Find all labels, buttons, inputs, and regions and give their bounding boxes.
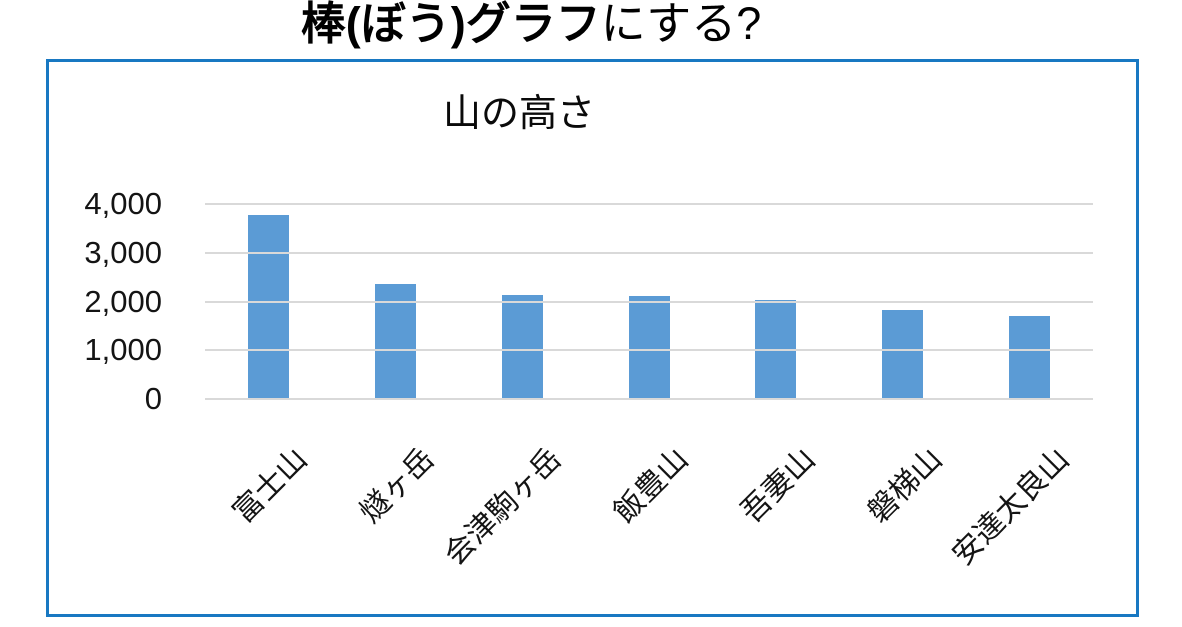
- x-axis-category-label: 富士山: [227, 442, 315, 530]
- gridline: [205, 398, 1093, 400]
- x-axis-category-label: 飯豊山: [607, 442, 695, 530]
- bar-slot: [586, 204, 713, 399]
- page-title-regular: にする?: [600, 0, 762, 49]
- chart-area: 山の高さ 0 1,000 2,000 3,000 4,000 富士山 燧ヶ岳 会津駒ヶ岳 飯豊山…: [46, 59, 1139, 617]
- bar-燧ヶ岳: [374, 284, 416, 399]
- bar-slot: [839, 204, 966, 399]
- page-title: 棒(ぼう)グラフにする?: [0, 0, 1122, 54]
- y-axis-tick-label: 4,000: [84, 186, 162, 221]
- gridline: [205, 203, 1093, 205]
- bar-富士山: [247, 214, 289, 399]
- bar-slot: [332, 204, 459, 399]
- x-axis-category-label: 磐梯山: [861, 442, 949, 530]
- y-axis-tick-label: 1,000: [84, 332, 162, 368]
- x-axis-category-label: 吾妻山: [734, 442, 822, 530]
- bar-会津駒ヶ岳: [501, 295, 543, 399]
- y-axis-tick-label: 2,000: [84, 283, 162, 319]
- bar-slot: [205, 204, 332, 399]
- x-axis-category-label: 会津駒ヶ岳: [438, 442, 568, 572]
- gridline: [205, 251, 1093, 254]
- bar-飯豊山: [628, 296, 670, 399]
- gridline: [205, 349, 1093, 352]
- y-axis-tick-label: 0: [144, 381, 162, 416]
- page-title-bold: 棒(ぼう)グラフ: [300, 0, 601, 49]
- chart-title: 山の高さ: [442, 93, 595, 135]
- x-axis-category-label: 燧ヶ岳: [354, 442, 441, 530]
- gridline: [205, 300, 1093, 303]
- bar-slot: [459, 204, 586, 399]
- plot-area: [205, 203, 1093, 400]
- bar-slot: [966, 204, 1093, 399]
- bar-磐梯山: [882, 310, 924, 399]
- y-axis-tick-label: 3,000: [84, 234, 162, 270]
- bar-安達太良山: [1009, 316, 1051, 399]
- x-axis-category-label: 安達太良山: [945, 442, 1076, 572]
